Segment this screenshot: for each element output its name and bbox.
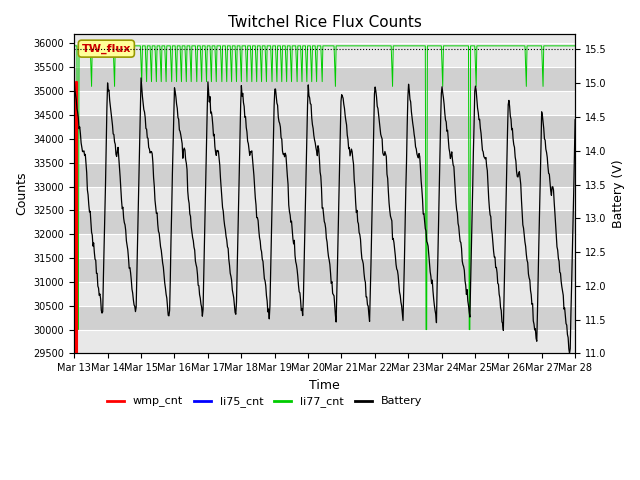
X-axis label: Time: Time	[309, 379, 340, 392]
Bar	[74, 258, 575, 282]
Y-axis label: Battery (V): Battery (V)	[612, 159, 625, 228]
Bar	[74, 115, 575, 139]
Text: TW_flux: TW_flux	[82, 44, 131, 54]
Bar	[74, 44, 575, 67]
Bar	[74, 163, 575, 187]
Bar	[74, 139, 575, 163]
Bar	[74, 282, 575, 306]
Bar	[74, 210, 575, 234]
Legend: wmp_cnt, li75_cnt, li77_cnt, Battery: wmp_cnt, li75_cnt, li77_cnt, Battery	[103, 392, 426, 412]
Bar	[74, 306, 575, 330]
Y-axis label: Counts: Counts	[15, 172, 28, 216]
Bar	[74, 330, 575, 353]
Bar	[74, 187, 575, 210]
Bar	[74, 234, 575, 258]
Title: Twitchel Rice Flux Counts: Twitchel Rice Flux Counts	[228, 15, 422, 30]
Bar	[74, 67, 575, 91]
Bar	[74, 91, 575, 115]
